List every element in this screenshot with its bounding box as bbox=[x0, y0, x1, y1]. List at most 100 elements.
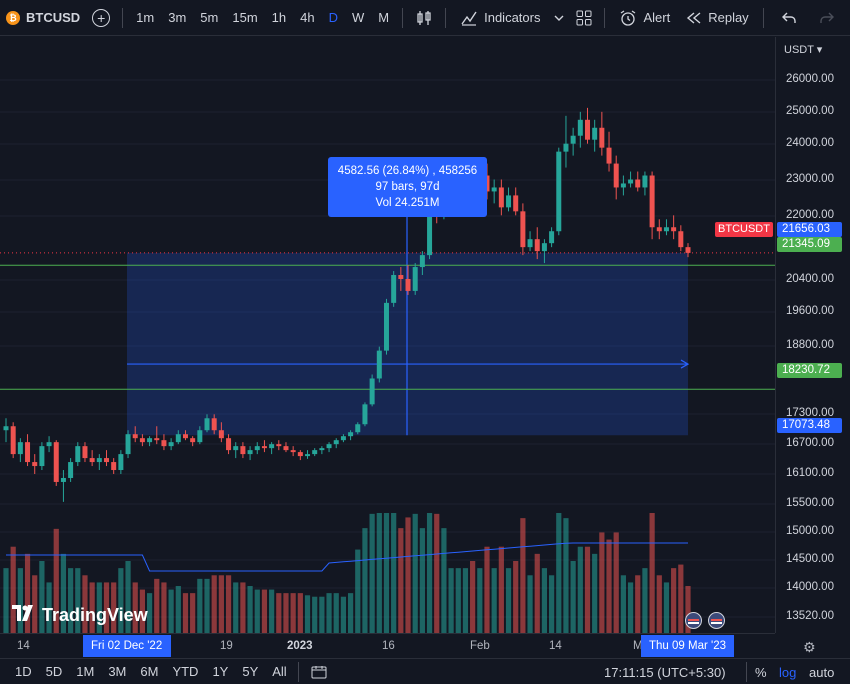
candle-body[interactable] bbox=[534, 239, 540, 252]
tradingview-logo[interactable]: TradingView bbox=[12, 605, 148, 626]
candle-body[interactable] bbox=[541, 243, 547, 252]
candle-body[interactable] bbox=[419, 255, 425, 268]
symbol-search[interactable]: ₿ BTCUSD bbox=[0, 0, 86, 36]
candle-body[interactable] bbox=[355, 424, 361, 433]
candle-body[interactable] bbox=[405, 278, 411, 291]
candle-body[interactable] bbox=[190, 438, 196, 443]
chart-type-button[interactable] bbox=[409, 0, 439, 36]
us-flag-event-icon[interactable] bbox=[685, 612, 702, 629]
candle-body[interactable] bbox=[628, 179, 634, 184]
range-6m[interactable]: 6M bbox=[140, 664, 159, 679]
range-all[interactable]: All bbox=[272, 664, 287, 679]
go-to-date-button[interactable] bbox=[305, 654, 333, 684]
candle-body[interactable] bbox=[312, 450, 318, 455]
candle-body[interactable] bbox=[175, 434, 181, 443]
candle-body[interactable] bbox=[211, 418, 217, 431]
candle-body[interactable] bbox=[154, 438, 160, 441]
candle-body[interactable] bbox=[340, 436, 346, 441]
candle-body[interactable] bbox=[362, 404, 368, 425]
timeframe-15m[interactable]: 15m bbox=[232, 10, 258, 25]
candle-body[interactable] bbox=[348, 432, 354, 437]
range-1d[interactable]: 1D bbox=[15, 664, 32, 679]
candle-body[interactable] bbox=[290, 450, 296, 453]
price-axis[interactable]: USDT ▾ 26000.00 25000.00 24000.00 23000.00 2… bbox=[775, 37, 850, 633]
candle-body[interactable] bbox=[276, 444, 282, 447]
candle-body[interactable] bbox=[383, 302, 389, 351]
candle-body[interactable] bbox=[32, 462, 38, 467]
candle-body[interactable] bbox=[125, 434, 131, 455]
candle-body[interactable] bbox=[111, 462, 117, 471]
candle-body[interactable] bbox=[269, 444, 275, 449]
auto-scale-toggle[interactable]: auto bbox=[809, 664, 835, 680]
candle-body[interactable] bbox=[89, 458, 95, 463]
us-flag-event-icon[interactable] bbox=[708, 612, 725, 629]
candle-body[interactable] bbox=[218, 430, 224, 439]
candle-body[interactable] bbox=[506, 195, 512, 208]
candle-body[interactable] bbox=[549, 231, 555, 244]
candle-body[interactable] bbox=[599, 127, 605, 148]
candle-body[interactable] bbox=[168, 442, 174, 447]
range-5d[interactable]: 5D bbox=[45, 664, 63, 679]
candle-body[interactable] bbox=[247, 450, 253, 455]
candle-body[interactable] bbox=[333, 440, 339, 445]
range-5y[interactable]: 5Y bbox=[242, 664, 259, 679]
range-3m[interactable]: 3M bbox=[108, 664, 127, 679]
redo-button[interactable] bbox=[808, 0, 846, 36]
range-ytd[interactable]: YTD bbox=[172, 664, 199, 679]
candle-body[interactable] bbox=[412, 267, 418, 291]
candle-body[interactable] bbox=[649, 175, 655, 228]
undo-button[interactable] bbox=[770, 0, 808, 36]
indicators-button[interactable]: Indicators bbox=[452, 9, 548, 27]
candle-body[interactable] bbox=[68, 462, 74, 478]
candle-body[interactable] bbox=[369, 378, 375, 405]
chart-settings-button[interactable]: ⚙ bbox=[803, 639, 816, 656]
candle-body[interactable] bbox=[498, 187, 504, 208]
candle-body[interactable] bbox=[182, 434, 188, 439]
candle-body[interactable] bbox=[254, 446, 260, 451]
candle-body[interactable] bbox=[82, 446, 88, 459]
candle-body[interactable] bbox=[391, 275, 397, 303]
candle-body[interactable] bbox=[147, 438, 153, 443]
candle-body[interactable] bbox=[118, 454, 124, 471]
candle-body[interactable] bbox=[656, 227, 662, 232]
candle-body[interactable] bbox=[592, 127, 598, 140]
candle-body[interactable] bbox=[635, 179, 641, 188]
candle-body[interactable] bbox=[520, 211, 526, 248]
candle-body[interactable] bbox=[297, 452, 303, 457]
candle-body[interactable] bbox=[226, 438, 232, 451]
candle-body[interactable] bbox=[584, 119, 590, 140]
candle-body[interactable] bbox=[240, 446, 246, 455]
candle-body[interactable] bbox=[60, 477, 66, 482]
replay-button[interactable]: Replay bbox=[678, 10, 756, 25]
timeframe-w[interactable]: W bbox=[351, 10, 365, 25]
timeframe-d[interactable]: D bbox=[328, 10, 338, 25]
clock-timezone[interactable]: 17:11:15 (UTC+5:30) bbox=[604, 664, 726, 680]
candle-body[interactable] bbox=[10, 426, 16, 455]
timeframe-1m[interactable]: 1m bbox=[136, 10, 155, 25]
log-scale-toggle[interactable]: log bbox=[779, 664, 797, 680]
candle-body[interactable] bbox=[642, 175, 648, 188]
candle-body[interactable] bbox=[305, 454, 311, 457]
candle-body[interactable] bbox=[685, 247, 691, 253]
candle-body[interactable] bbox=[197, 430, 203, 443]
candle-body[interactable] bbox=[104, 458, 110, 463]
timeframe-3m[interactable]: 3m bbox=[168, 10, 187, 25]
candle-body[interactable] bbox=[53, 442, 59, 482]
price-chart[interactable] bbox=[0, 37, 775, 633]
candle-body[interactable] bbox=[233, 446, 239, 451]
candle-body[interactable] bbox=[46, 442, 52, 447]
range-1m[interactable]: 1M bbox=[76, 664, 95, 679]
candle-body[interactable] bbox=[513, 195, 519, 212]
percent-scale-toggle[interactable]: % bbox=[755, 664, 767, 680]
timeframe-m[interactable]: M bbox=[378, 10, 390, 25]
candle-body[interactable] bbox=[606, 147, 612, 164]
timeframe-5m[interactable]: 5m bbox=[200, 10, 219, 25]
candle-body[interactable] bbox=[570, 135, 576, 144]
candle-body[interactable] bbox=[491, 187, 497, 192]
time-axis[interactable]: 14 19 2023 16 Feb 14 M Fri 02 Dec '22 Thu 09 M… bbox=[0, 633, 775, 658]
range-1y[interactable]: 1Y bbox=[212, 664, 229, 679]
alert-button[interactable]: Alert bbox=[611, 9, 678, 27]
candle-body[interactable] bbox=[376, 350, 382, 379]
candle-body[interactable] bbox=[527, 239, 533, 248]
compare-symbol-button[interactable]: + bbox=[86, 0, 116, 36]
